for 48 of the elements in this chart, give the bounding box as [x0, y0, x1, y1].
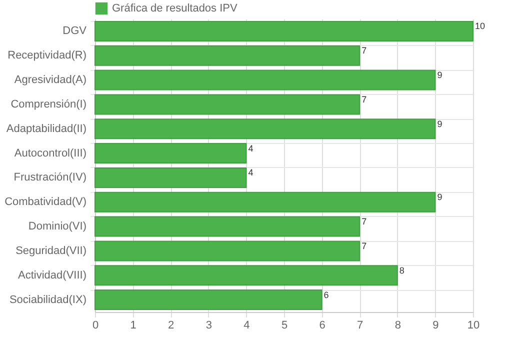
y-tick-label: Adaptabilidad(II) [6, 122, 86, 135]
bar [94, 143, 247, 164]
x-tick-label: 3 [206, 320, 212, 332]
bar [94, 45, 360, 66]
bar [94, 20, 474, 42]
data-label: 6 [324, 290, 329, 300]
bar [94, 290, 322, 310]
data-label: 7 [362, 94, 367, 104]
y-tick-label: Frustración(IV) [14, 172, 86, 184]
bar [94, 167, 247, 188]
series-label: Gráfica de resultados IPV [112, 2, 238, 14]
x-tick-label: 10 [467, 320, 480, 332]
bar [94, 192, 436, 212]
y-tick-label: Actividad(VIII) [18, 269, 86, 282]
y-tick-label: Sociabilidad(IX) [9, 294, 86, 306]
bar [94, 118, 436, 140]
x-tick-label: 1 [130, 320, 136, 332]
bar [94, 216, 360, 237]
x-tick-label: 5 [281, 320, 288, 332]
y-tick-label: Dominio(VI) [28, 220, 86, 233]
x-tick-label: 2 [168, 320, 174, 332]
data-label: 7 [362, 46, 367, 56]
bar [94, 94, 360, 115]
y-tick-label: DGV [62, 25, 88, 38]
y-tick-label: Receptividad(R) [8, 50, 86, 62]
y-tick-label: Seguridad(VII) [16, 244, 86, 257]
bar [94, 70, 436, 90]
bar [94, 240, 360, 262]
x-tick-label: 9 [432, 320, 439, 332]
x-tick-label: 4 [244, 320, 250, 332]
y-tick-label: Combatividad(V) [4, 196, 86, 208]
bar [94, 265, 398, 286]
y-tick-label: Autocontrol(III) [14, 147, 86, 160]
data-label: 7 [362, 216, 367, 227]
x-tick-label: 7 [357, 320, 364, 332]
y-tick-label: Agresividad(A) [14, 74, 86, 86]
data-label: 9 [437, 192, 442, 202]
x-tick-label: 8 [394, 320, 401, 332]
y-tick-label: Comprensión(I) [10, 98, 86, 110]
data-label: 9 [437, 118, 442, 129]
data-label: 4 [248, 168, 254, 178]
x-tick-label: 0 [92, 320, 99, 332]
data-label: 8 [399, 265, 404, 276]
data-label: 10 [475, 21, 486, 32]
data-label: 9 [437, 70, 442, 80]
data-label: 7 [362, 240, 367, 251]
data-label: 4 [248, 143, 254, 154]
x-tick-label: 6 [319, 320, 326, 332]
